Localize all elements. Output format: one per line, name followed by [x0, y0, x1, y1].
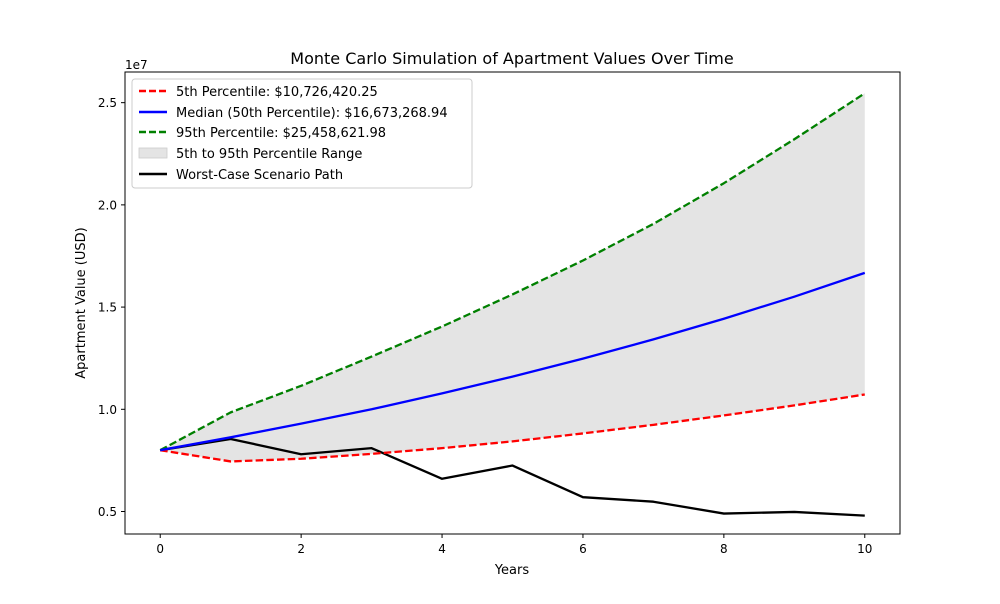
x-tick-label: 6: [579, 542, 587, 556]
legend-swatch-band: [138, 147, 168, 159]
legend-label-p5: 5th Percentile: $10,726,420.25: [176, 85, 378, 100]
band-area: [160, 93, 865, 462]
x-axis-ticks: 0 2 4 6 8 10: [156, 534, 872, 556]
y-axis-label: Apartment Value (USD): [74, 227, 89, 378]
y-tick-label: 0.5: [98, 505, 117, 519]
legend-frame: [131, 78, 473, 189]
series-line-0: [160, 393, 865, 463]
y-tick-label: 2.0: [98, 198, 117, 212]
y-axis-ticks: 0.5 1.0 1.5 2.0 2.5: [98, 96, 125, 519]
series-lines: [159, 92, 866, 517]
x-tick-label: 8: [720, 542, 728, 556]
chart-title: Monte Carlo Simulation of Apartment Valu…: [290, 49, 733, 68]
legend: 5th Percentile: $10,726,420.25 Median (5…: [131, 78, 473, 189]
y-offset-text: 1e7: [125, 58, 148, 72]
x-axis-label: Years: [494, 563, 530, 578]
x-tick-label: 4: [438, 542, 446, 556]
plot-area: [124, 71, 901, 535]
y-tick-label: 2.5: [98, 96, 117, 110]
legend-label-band: 5th to 95th Percentile Range: [176, 147, 362, 162]
x-tick-label: 0: [156, 542, 164, 556]
y-tick-label: 1.0: [98, 403, 117, 417]
axes-frame: [124, 71, 901, 535]
x-tick-label: 10: [857, 542, 872, 556]
legend-label-median: Median (50th Percentile): $16,673,268.94: [176, 106, 448, 121]
series-line-1: [160, 271, 866, 452]
legend-label-p95: 95th Percentile: $25,458,621.98: [176, 126, 386, 141]
percentile-band: [160, 93, 865, 462]
y-tick-label: 1.5: [98, 301, 117, 315]
series-line-3: [160, 437, 865, 517]
x-tick-label: 2: [297, 542, 305, 556]
series-line-2: [159, 92, 866, 452]
legend-label-worst: Worst-Case Scenario Path: [176, 168, 343, 183]
